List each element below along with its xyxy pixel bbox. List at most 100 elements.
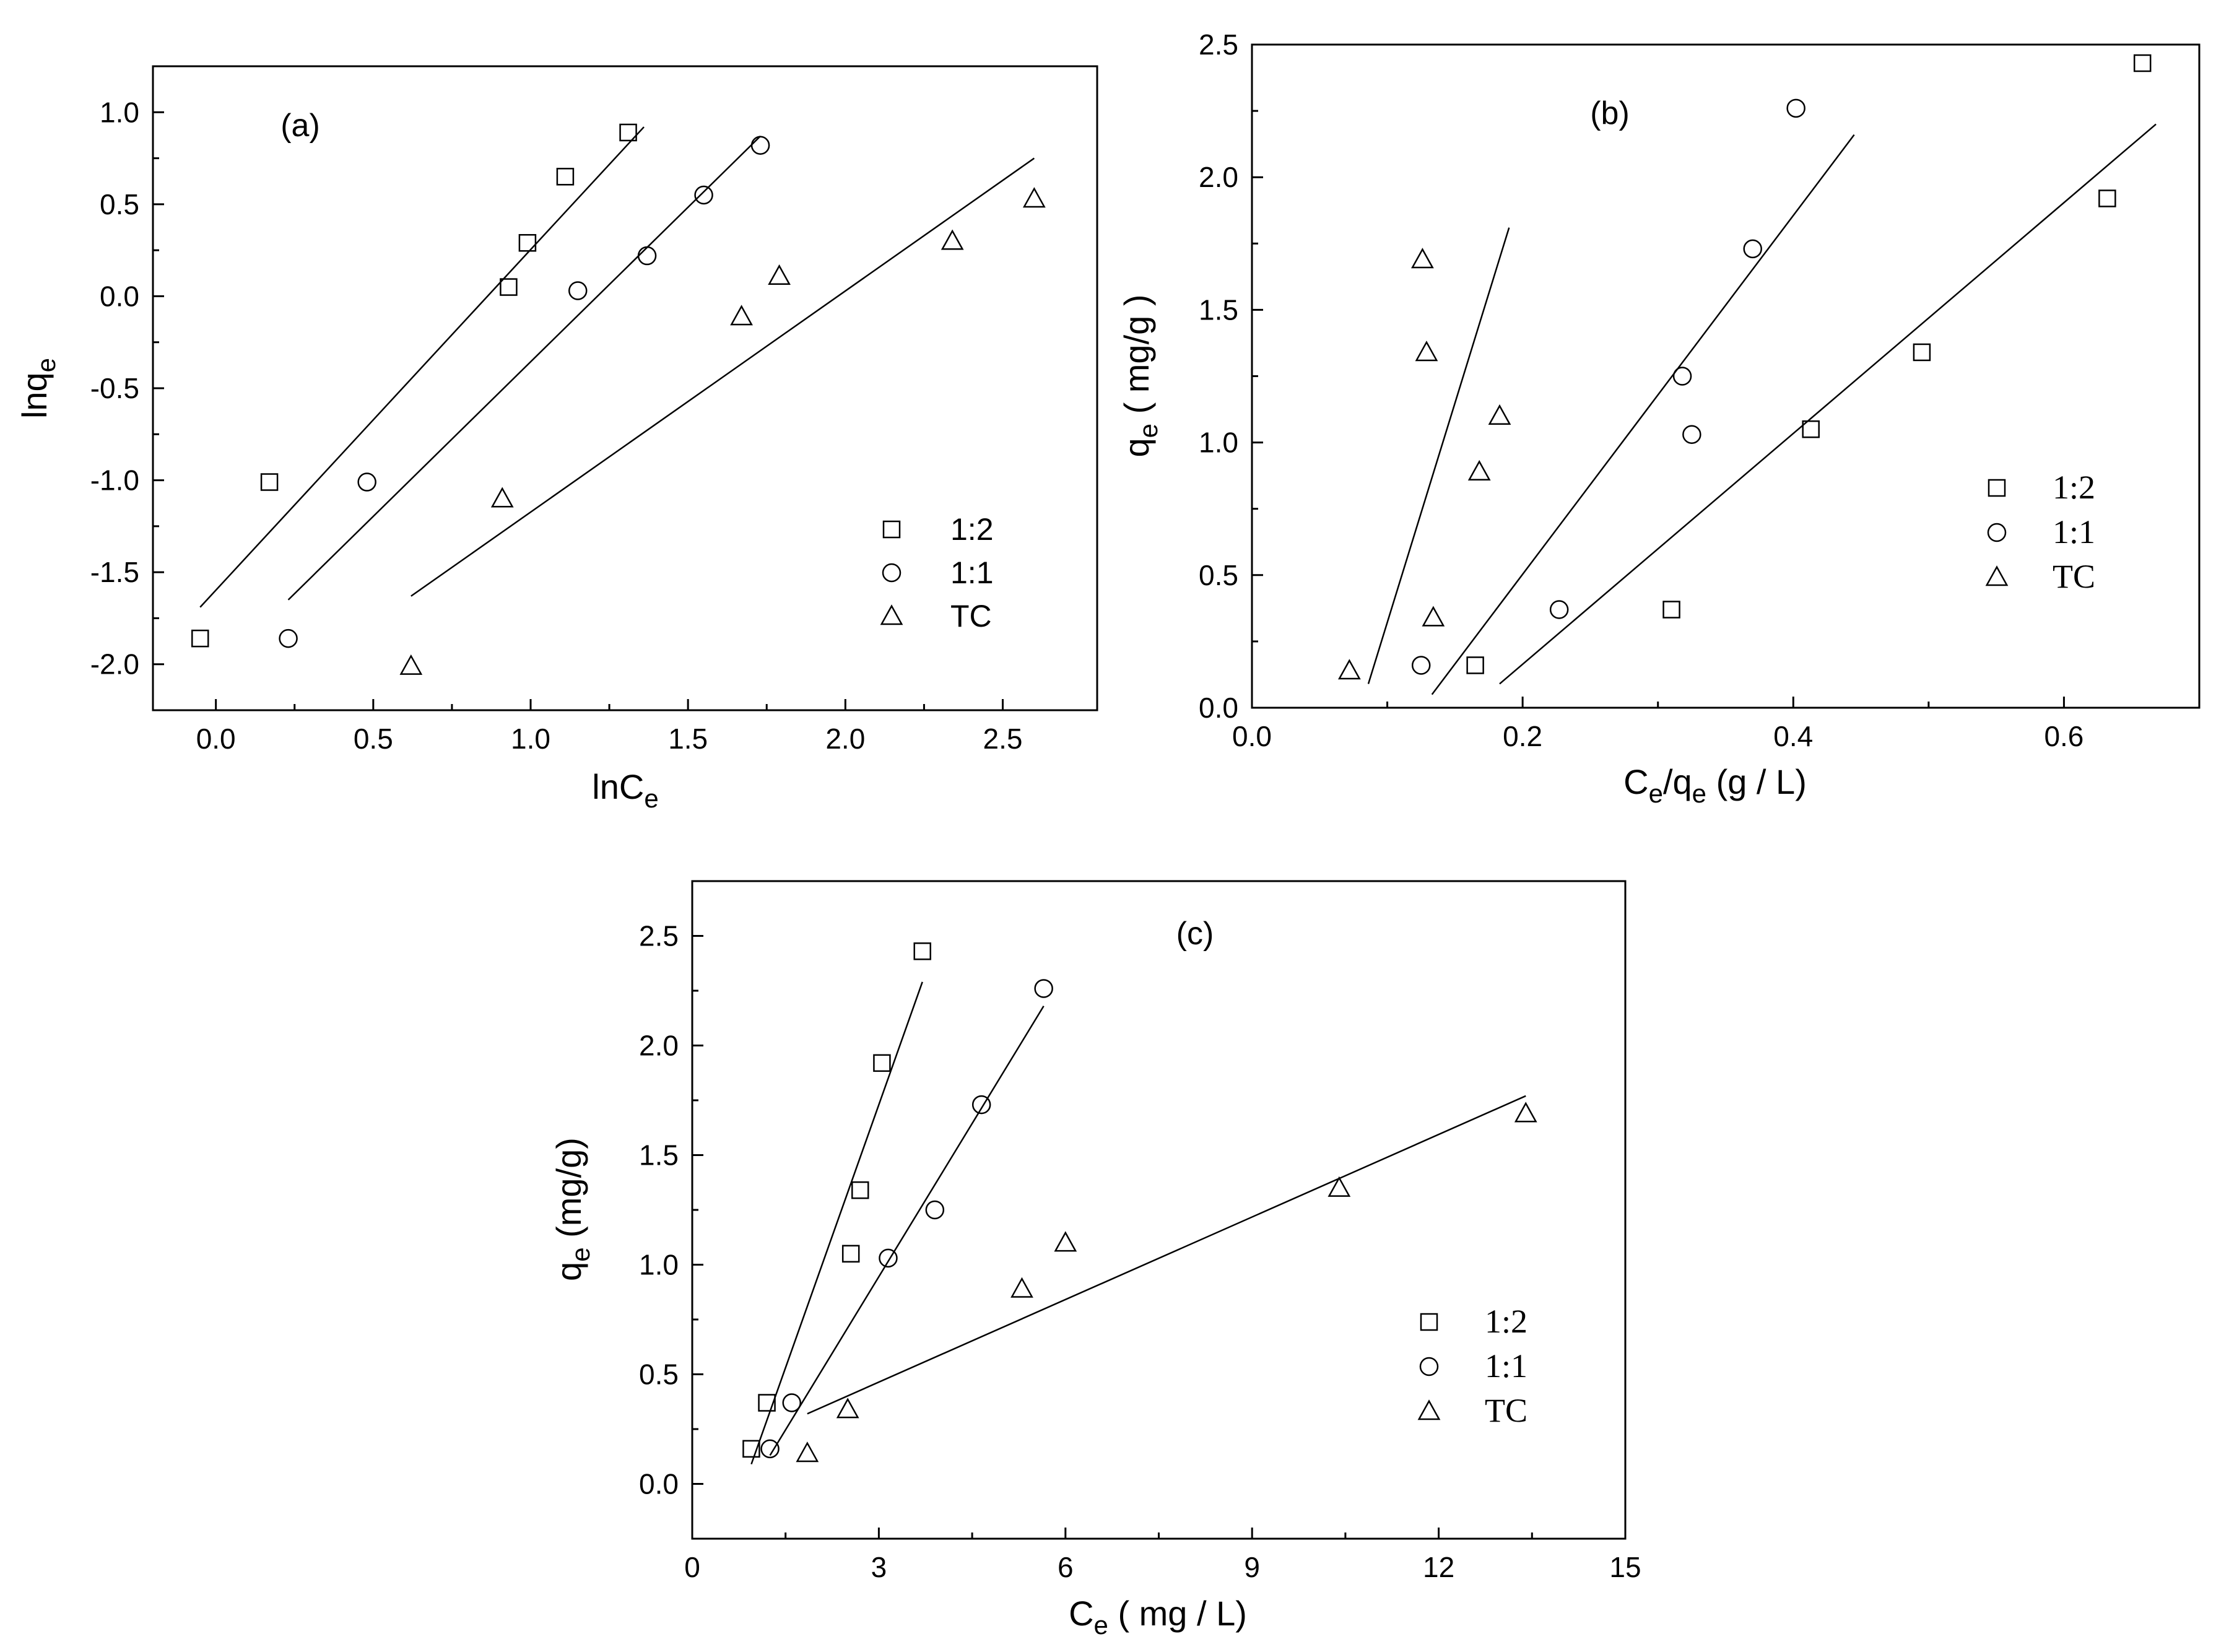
triangle-marker [1054, 1231, 1077, 1252]
square-marker [518, 234, 537, 252]
triangle-marker [1411, 248, 1434, 269]
x-tick-label: 0.0 [1232, 720, 1272, 752]
fit-line [769, 1006, 1045, 1456]
triangle-marker [768, 264, 791, 285]
y-tick-label: 2.0 [1199, 161, 1238, 193]
panel-label: (b) [1590, 95, 1630, 131]
y-axis-label: qe (mg/g) [549, 1137, 595, 1281]
triangle-marker [836, 1398, 859, 1419]
y-tick-label: 2.5 [639, 920, 679, 952]
square-marker [2133, 54, 2152, 72]
triangle-marker [1488, 404, 1511, 425]
series-circle [279, 136, 770, 648]
series-triangle [796, 1095, 1537, 1463]
circle-marker [1786, 98, 1805, 118]
square-marker [1988, 479, 2006, 497]
circle-marker [971, 1095, 991, 1115]
fit-line [411, 157, 1035, 597]
panel-label: (a) [280, 108, 320, 144]
series-square [1466, 54, 2157, 685]
x-axis-label: lnCe [592, 767, 658, 813]
series-triangle [399, 157, 1046, 675]
triangle-marker [1327, 1176, 1351, 1197]
circle-marker [1987, 523, 2007, 542]
legend-label: TC [950, 599, 992, 633]
y-tick-label: -1.5 [90, 556, 139, 588]
square-marker [2098, 189, 2116, 207]
y-tick-label: -0.5 [90, 372, 139, 404]
square-marker [1802, 420, 1820, 438]
y-tick-label: 0.5 [100, 188, 139, 220]
triangle-marker [490, 487, 514, 508]
triangle-marker [1422, 606, 1445, 627]
y-tick-label: 1.0 [1199, 427, 1238, 459]
triangle-marker [1514, 1102, 1537, 1123]
circle-marker [879, 1248, 898, 1268]
circle-marker [1034, 979, 1053, 998]
circle-marker [1672, 367, 1692, 386]
x-tick-label: 6 [1058, 1551, 1074, 1583]
series-circle [1411, 98, 1855, 695]
circle-marker [1743, 239, 1762, 259]
legend-label: 1:2 [1485, 1303, 1527, 1340]
x-tick-label: 0.4 [1773, 720, 1813, 752]
square-marker [556, 168, 575, 186]
y-tick-label: -2.0 [90, 648, 139, 680]
circle-marker [694, 185, 713, 205]
circle-marker [1411, 656, 1431, 675]
triangle-marker [1022, 187, 1046, 208]
square-marker [1466, 656, 1484, 674]
x-tick-label: 0.0 [196, 723, 236, 755]
fit-line [1431, 134, 1855, 695]
x-tick-label: 0.5 [354, 723, 393, 755]
circle-marker [750, 136, 770, 155]
circle-marker [1549, 600, 1569, 619]
square-marker [873, 1054, 891, 1072]
x-tick-label: 0.2 [1503, 720, 1542, 752]
square-marker [913, 942, 931, 960]
x-tick-label: 0 [684, 1551, 700, 1583]
series-circle [760, 979, 1053, 1459]
circle-marker [357, 472, 376, 492]
x-tick-label: 12 [1423, 1551, 1454, 1583]
square-marker [758, 1394, 776, 1412]
x-axis-label: Ce/qe (g / L) [1623, 762, 1807, 808]
circle-marker [760, 1439, 780, 1459]
square-marker [191, 629, 209, 648]
x-tick-label: 2.5 [983, 723, 1023, 755]
legend-label: 1:2 [950, 512, 994, 547]
square-marker [742, 1440, 760, 1458]
series-triangle [1337, 227, 1511, 684]
fit-line [287, 136, 761, 601]
legend-label: TC [2053, 558, 2095, 595]
fit-line [807, 1095, 1526, 1415]
square-marker [1420, 1313, 1438, 1331]
fit-line [1367, 227, 1510, 684]
y-tick-label: 1.0 [639, 1249, 679, 1281]
circle-marker [925, 1200, 945, 1220]
legend: 1:2 1:1 TC [880, 512, 994, 633]
square-marker [1913, 343, 1931, 362]
triangle-marker [1337, 659, 1361, 680]
series-square [191, 123, 645, 648]
y-axis-label: lnqe [15, 358, 61, 419]
square-marker [841, 1245, 860, 1263]
plot-frame [691, 880, 1627, 1540]
y-tick-label: 2.5 [1199, 28, 1238, 61]
x-tick-label: 15 [1609, 1551, 1641, 1583]
panel-b-chart: 0.0 0.2 0.4 0.6 0.0 0.5 1.0 1.5 2.0 2.5 Ce/qe (g /… [1117, 28, 2201, 808]
triangle-marker [1985, 565, 2009, 586]
y-tick-label: -1.0 [90, 464, 139, 497]
x-tick-label: 2.0 [825, 723, 865, 755]
triangle-marker [399, 654, 423, 675]
triangle-marker [1010, 1277, 1033, 1298]
square-marker [1662, 601, 1680, 619]
x-axis-label: Ce ( mg / L) [1069, 1594, 1247, 1640]
x-tick-label: 1.0 [511, 723, 550, 755]
legend: 1:2 1:1 TC [1417, 1303, 1527, 1429]
y-tick-label: 0.5 [639, 1359, 679, 1391]
y-tick-label: 1.5 [639, 1139, 679, 1172]
y-tick-label: 0.0 [100, 280, 139, 312]
y-axis-label: qe ( mg/g ) [1117, 295, 1163, 458]
